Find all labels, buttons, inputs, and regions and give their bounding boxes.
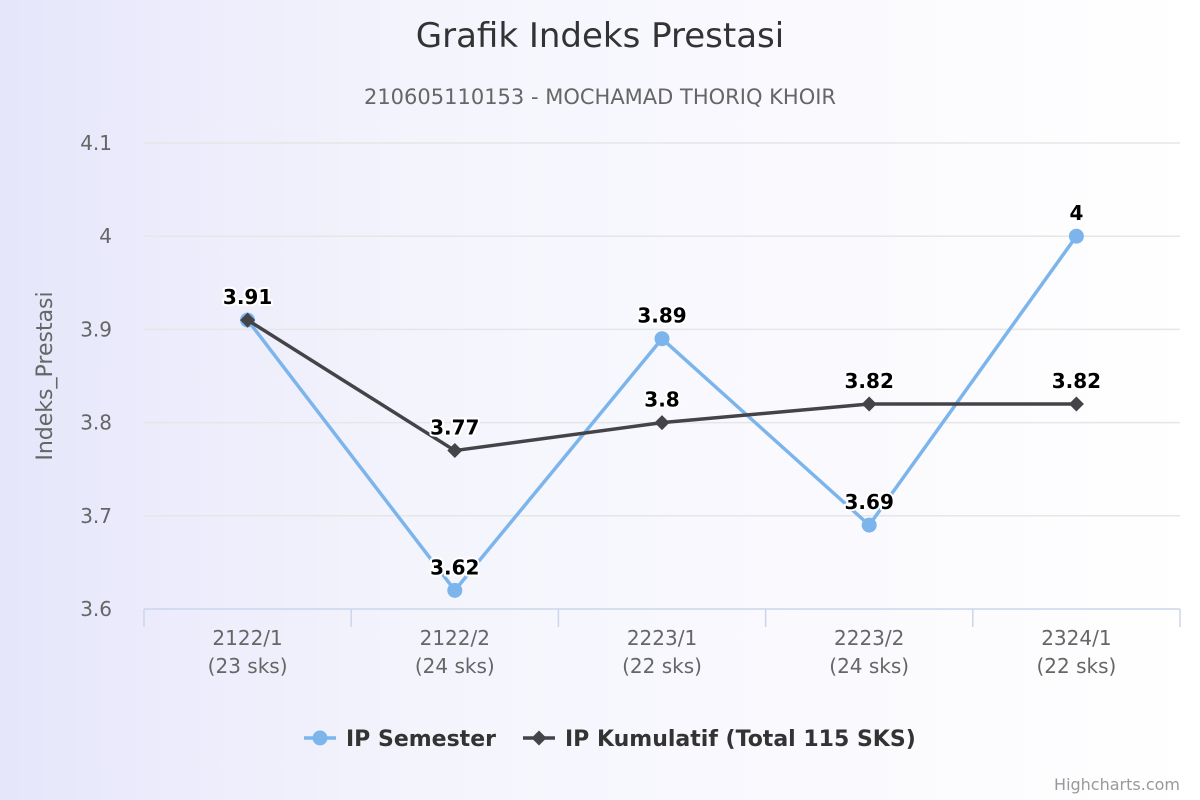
data-label: 3.62 <box>430 555 479 579</box>
data-point[interactable] <box>240 312 256 328</box>
y-tick-label: 3.6 <box>80 597 112 621</box>
data-point[interactable] <box>861 396 877 412</box>
y-tick-label: 3.9 <box>80 317 112 341</box>
y-tick-label: 4.1 <box>80 131 112 155</box>
x-axis: 2122/1 (23 sks) 2122/2 (24 sks) 2223/1 (22 sk… <box>143 608 1181 678</box>
y-tick-label: 3.7 <box>80 504 112 528</box>
data-label: 3.82 <box>1052 369 1101 393</box>
data-label: 3.82 <box>845 369 894 393</box>
data-label: 3.8 <box>644 388 679 412</box>
legend-marker-icon <box>531 730 547 746</box>
data-label: 3.69 <box>845 490 894 514</box>
data-point[interactable] <box>861 517 877 533</box>
x-tick-label: 2122/1 (23 sks) <box>208 626 288 678</box>
series-group <box>240 228 1084 598</box>
legend-item-ip-semester[interactable]: IP Semester <box>304 727 496 752</box>
x-tick-label: 2223/1 (22 sks) <box>622 626 702 678</box>
series-line <box>246 235 1078 593</box>
data-point[interactable] <box>447 443 463 459</box>
chart-subtitle: 210605110153 - MOCHAMAD THORIQ KHOIR <box>364 85 836 109</box>
x-tick-label: 2223/2 (24 sks) <box>829 626 909 678</box>
chart-title: Grafik Indeks Prestasi <box>416 16 784 56</box>
legend: IP Semester IP Kumulatif (Total 115 SKS) <box>304 727 916 752</box>
x-tick-label: 2122/2 (24 sks) <box>415 626 495 678</box>
series-ip-kumulatif <box>240 312 1084 459</box>
legend-label: IP Semester <box>346 727 496 752</box>
data-label: 4 <box>1069 201 1083 225</box>
legend-marker-icon <box>312 730 328 746</box>
data-label: 3.91 <box>223 285 272 309</box>
y-tick-label: 3.8 <box>80 411 112 435</box>
data-label: 3.77 <box>430 416 479 440</box>
legend-label: IP Kumulatif (Total 115 SKS) <box>565 727 916 752</box>
y-axis-label: Indeks_Prestasi <box>33 291 58 460</box>
data-point[interactable] <box>447 582 463 598</box>
data-label: 3.89 <box>637 304 686 328</box>
x-tick-label: 2324/1 (22 sks) <box>1036 626 1116 678</box>
data-point[interactable] <box>1068 396 1084 412</box>
credits-link[interactable]: Highcharts.com <box>1054 775 1180 794</box>
y-axis-ticks: 3.6 3.7 3.8 3.9 4 4.1 <box>80 131 112 621</box>
grid-lines <box>144 142 1180 517</box>
data-point[interactable] <box>654 415 670 431</box>
data-label: 3.91 <box>223 285 272 309</box>
legend-item-ip-kumulatif[interactable]: IP Kumulatif (Total 115 SKS) <box>523 727 916 752</box>
series-ip-semester <box>240 228 1084 598</box>
data-point[interactable] <box>1068 228 1084 244</box>
y-tick-label: 4 <box>99 224 112 248</box>
data-point[interactable] <box>654 331 670 347</box>
